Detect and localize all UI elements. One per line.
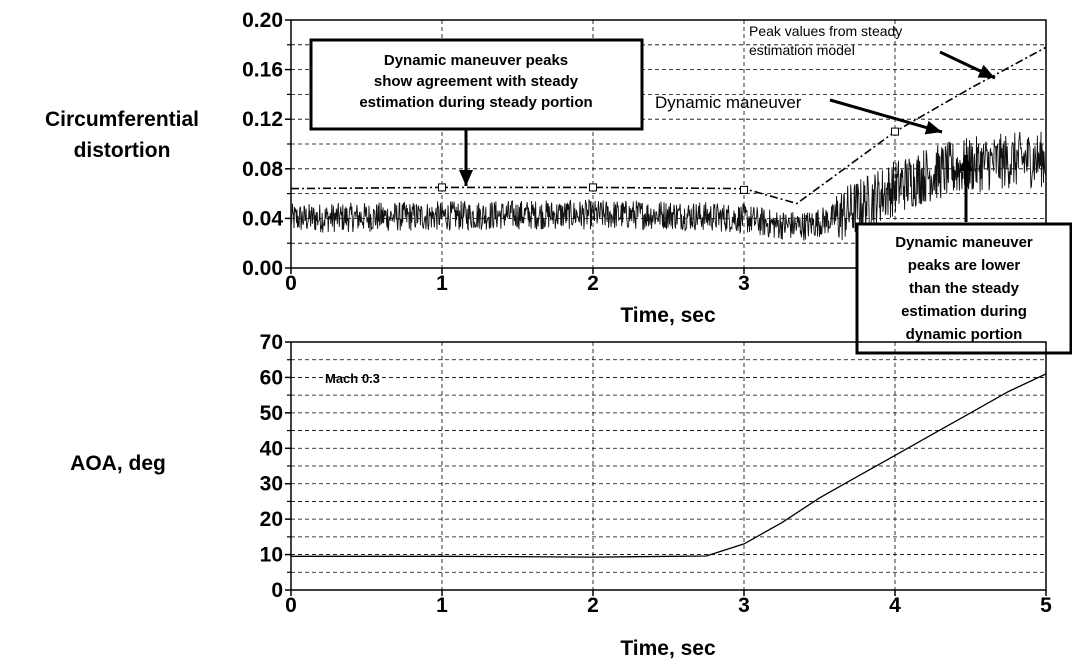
annotation-peak-values: estimation model [749, 42, 855, 58]
y-axis-title: Circumferential [45, 108, 199, 131]
series-steady-marker [438, 183, 446, 192]
annotation-mach: Mach 0.3 [325, 371, 380, 386]
x-tick-label: 3 [738, 594, 750, 617]
y-tick-label: 40 [260, 437, 283, 460]
annotation-text: estimation during [901, 303, 1027, 320]
x-tick-label: 0 [285, 272, 297, 295]
x-tick-label: 2 [587, 272, 599, 295]
annotation-dynamic-maneuver: Dynamic maneuver [655, 93, 802, 112]
arrow-dynamic-maneuver-line [829, 98, 943, 134]
x-tick-label: 1 [436, 272, 448, 295]
arrow-dynamic-maneuver-head [924, 120, 942, 135]
series-steady-marker [891, 127, 899, 136]
arrow-peak-values-head [977, 64, 995, 78]
y-tick-label: 20 [260, 508, 283, 531]
y-tick-label: 30 [260, 473, 283, 496]
annotation-peak-values: Peak values from steady [749, 23, 902, 39]
x-tick-label: 1 [436, 594, 448, 617]
annotation-text: dynamic portion [906, 326, 1023, 343]
x-tick-label: 4 [889, 594, 901, 617]
series-steady-marker [589, 183, 597, 192]
series-aoa [291, 373, 1047, 558]
x-tick-label: 2 [587, 594, 599, 617]
annotation-text: peaks are lower [908, 257, 1021, 274]
arrow-lower-peaks-head [959, 155, 973, 171]
series-steady-marker [740, 185, 748, 194]
y-axis-title: AOA, deg [70, 452, 166, 475]
x-tick-label: 0 [285, 594, 297, 617]
x-axis-title: Time, sec [620, 304, 716, 327]
y-tick-label: 60 [260, 366, 283, 389]
arrow-steady-head [459, 170, 473, 186]
y-tick-label: 0.04 [242, 207, 283, 230]
y-tick-label: 0.20 [242, 9, 283, 32]
y-tick-label: 10 [260, 544, 283, 567]
y-tick-label: 70 [260, 331, 283, 354]
y-tick-label: 50 [260, 402, 283, 425]
series-steady-estimation [290, 46, 1047, 205]
aoa-chart: 0 10 20 30 40 50 60 70 0 1 2 3 4 5 Time, sec AOA, deg Ma… [70, 331, 1052, 660]
y-axis-title: distortion [74, 139, 171, 162]
y-tick-label: 0.08 [242, 158, 283, 181]
y-tick-label: 0.12 [242, 108, 283, 131]
x-tick-label: 5 [1040, 594, 1052, 617]
x-axis-title: Time, sec [620, 637, 716, 660]
annotation-text: show agreement with steady [374, 73, 579, 90]
series-dynamic-maneuver [290, 131, 1047, 241]
annotation-box-dynamic [855, 222, 1072, 355]
annotation-text: Dynamic maneuver [895, 234, 1033, 251]
annotation-text: Dynamic maneuver peaks [384, 52, 568, 69]
x-tick-label: 3 [738, 272, 750, 295]
y-tick-label: 0 [271, 579, 283, 602]
annotation-text: than the steady [909, 280, 1020, 297]
distortion-chart: 0.000.040.080.120.160.20012345Time, secC… [45, 9, 1072, 355]
annotation-text: estimation during steady portion [359, 94, 592, 111]
annotation-box-steady [309, 38, 644, 131]
y-tick-label: 0.00 [242, 257, 283, 280]
y-tick-label: 0.16 [242, 59, 283, 82]
